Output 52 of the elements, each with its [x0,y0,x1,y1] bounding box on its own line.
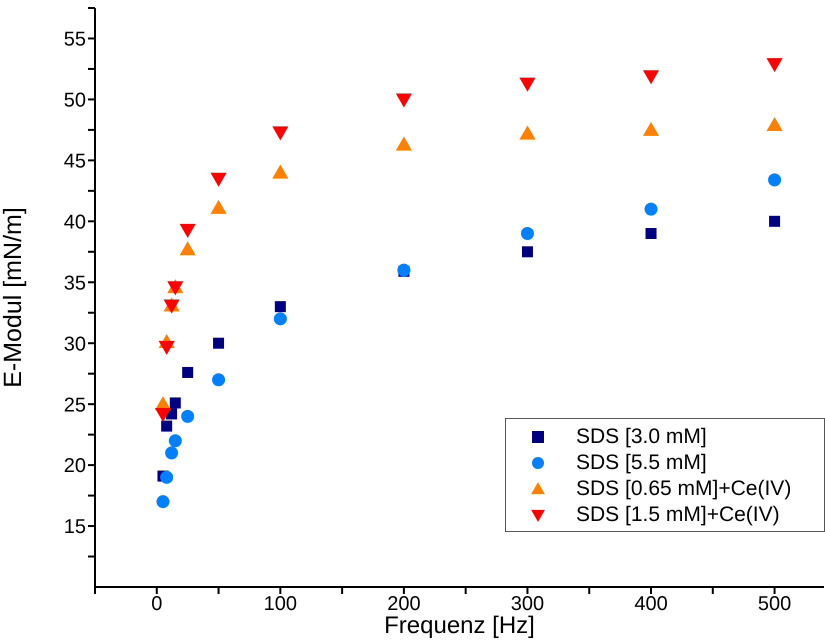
point [274,301,286,312]
point [182,366,194,378]
point [154,408,172,422]
y-tick-label: 30 [64,333,86,356]
y-tick-label: 50 [64,90,86,112]
y-tick-label: 25 [64,394,86,416]
point [168,434,182,448]
point [165,446,178,460]
point [170,397,181,408]
x-tick-label: 100 [264,593,298,616]
point [156,495,170,508]
point [642,70,660,84]
point [180,224,196,238]
point [274,312,287,326]
y-axis-title: E-Modul [mN/m] [0,207,27,388]
point [158,340,175,355]
point [210,172,227,187]
x-tick-label: 500 [758,593,792,616]
x-tick-label: 0 [151,593,162,616]
point [181,410,194,423]
point [210,200,227,214]
legend-label: SDS [0.65 mM]+Ce(IV) [576,477,792,501]
point [396,93,412,108]
point [522,246,533,258]
y-tick-label: 35 [64,272,86,294]
point [160,470,174,484]
x-tick-label: 400 [634,593,668,616]
y-tick-label: 20 [64,455,86,478]
point [212,373,226,386]
point [519,78,536,92]
y-tick-label: 40 [64,211,86,234]
point [766,116,783,131]
point [642,122,660,136]
legend-label: SDS [3.0 mM] [576,425,707,449]
y-tick-label: 15 [64,516,86,538]
point [396,136,412,150]
point [646,228,657,240]
point [769,216,780,227]
point [766,58,783,72]
point [519,126,536,140]
point [213,338,224,349]
point [520,227,534,240]
point [768,173,782,186]
point [180,241,196,256]
legend-label: SDS [1.5 mM]+Ce(IV) [576,503,780,527]
y-tick-label: 55 [64,28,86,51]
point [161,420,172,432]
y-tick-label: 45 [64,150,86,172]
point [644,202,658,216]
point [272,164,288,179]
legend-label: SDS [5.5 mM] [576,451,707,475]
point [272,126,288,140]
